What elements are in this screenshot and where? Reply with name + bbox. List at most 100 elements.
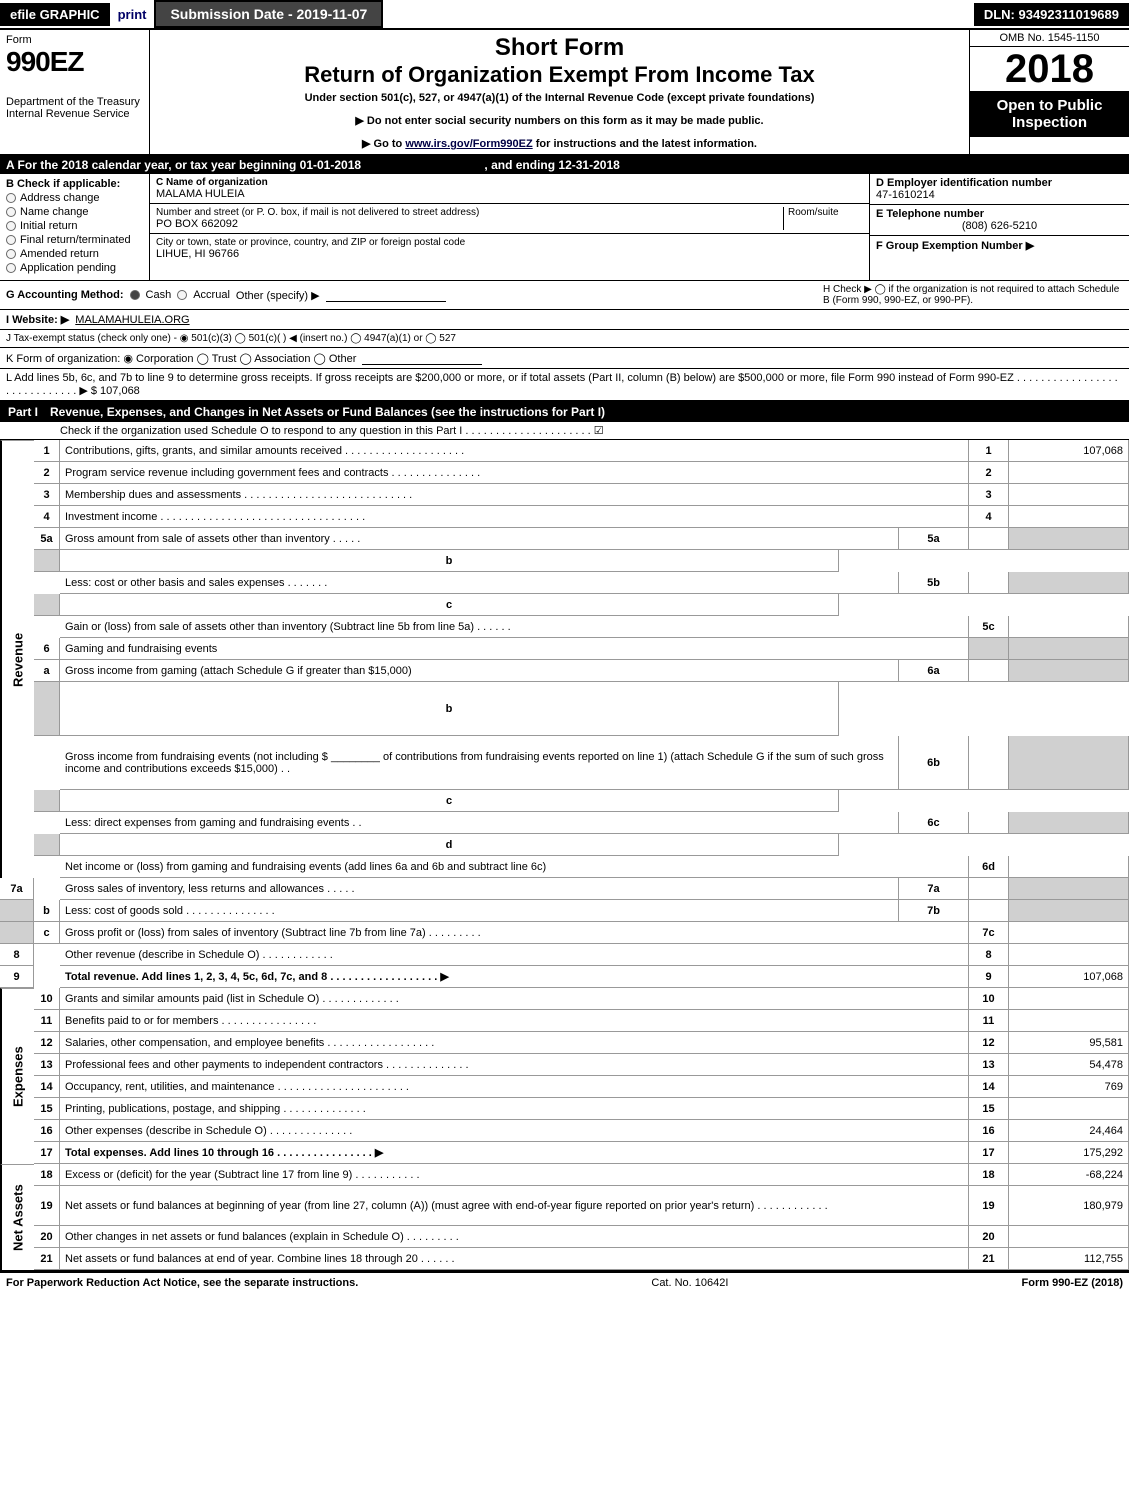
- cash-radio[interactable]: [130, 290, 140, 300]
- row-desc: Investment income . . . . . . . . . . . …: [60, 506, 969, 528]
- footer-mid: Cat. No. 10642I: [651, 1277, 728, 1289]
- website-note: ▶ Go to www.irs.gov/Form990EZ for instru…: [160, 137, 959, 150]
- row-no: 9: [0, 966, 34, 988]
- row-desc: Excess or (deficit) for the year (Subtra…: [60, 1164, 969, 1186]
- row-no: 8: [0, 944, 34, 966]
- row-desc: Less: cost or other basis and sales expe…: [60, 572, 899, 594]
- row-lineno: 18: [969, 1164, 1009, 1186]
- row-amount: [1009, 856, 1129, 878]
- section-b-label: B Check if applicable:: [6, 178, 143, 190]
- row-subval: [969, 878, 1009, 900]
- row-desc: Gross income from fundraising events (no…: [60, 736, 899, 790]
- row-amount: [1009, 616, 1129, 638]
- row-subval: [969, 660, 1009, 682]
- row-desc: Printing, publications, postage, and shi…: [60, 1098, 969, 1120]
- row-lineno: 5c: [969, 616, 1009, 638]
- chk-amended[interactable]: Amended return: [6, 248, 143, 260]
- efile-button[interactable]: efile GRAPHIC: [0, 3, 110, 26]
- subtitle: Under section 501(c), 527, or 4947(a)(1)…: [160, 92, 959, 104]
- row-no: 19: [34, 1186, 60, 1226]
- row-no: 4: [34, 506, 60, 528]
- other-org-field[interactable]: [362, 351, 482, 365]
- row-desc: Membership dues and assessments . . . . …: [60, 484, 969, 506]
- row-desc: Gross profit or (loss) from sales of inv…: [60, 922, 969, 944]
- row-no: a: [34, 660, 60, 682]
- row-desc: Salaries, other compensation, and employ…: [60, 1032, 969, 1054]
- row-desc: Benefits paid to or for members . . . . …: [60, 1010, 969, 1032]
- print-link[interactable]: print: [110, 3, 155, 26]
- footer-left: For Paperwork Reduction Act Notice, see …: [6, 1277, 358, 1289]
- expenses-side: Expenses: [0, 988, 34, 1164]
- row-amount: [1009, 1226, 1129, 1248]
- chk-address[interactable]: Address change: [6, 192, 143, 204]
- row-amount: 107,068: [1009, 966, 1129, 988]
- row-desc: Occupancy, rent, utilities, and maintena…: [60, 1076, 969, 1098]
- row-lineno: 2: [969, 462, 1009, 484]
- row-desc: Total revenue. Add lines 1, 2, 3, 4, 5c,…: [60, 966, 969, 988]
- chk-final[interactable]: Final return/terminated: [6, 234, 143, 246]
- room-label: Room/suite: [783, 207, 863, 230]
- chk-initial[interactable]: Initial return: [6, 220, 143, 232]
- row-no: b: [60, 682, 839, 736]
- row-no: 13: [34, 1054, 60, 1076]
- period-end: , and ending 12-31-2018: [484, 158, 619, 172]
- row-subno: 5b: [899, 572, 969, 594]
- row-desc: Gross income from gaming (attach Schedul…: [60, 660, 899, 682]
- accrual-radio[interactable]: [177, 290, 187, 300]
- shaded-cell: [0, 922, 34, 944]
- row-amount: 112,755: [1009, 1248, 1129, 1270]
- row-subval: [969, 812, 1009, 834]
- row-amount: 24,464: [1009, 1120, 1129, 1142]
- ein-value: 47-1610214: [876, 189, 1123, 201]
- shaded-cell: [969, 638, 1009, 660]
- chk-name[interactable]: Name change: [6, 206, 143, 218]
- row-desc: Total expenses. Add lines 10 through 16 …: [60, 1142, 969, 1164]
- website-row: I Website: ▶ MALAMAHULEIA.ORG: [0, 310, 1129, 330]
- row-no: 12: [34, 1032, 60, 1054]
- form-id-cell: Form 990EZ Department of the Treasury In…: [0, 30, 150, 154]
- city-row: City or town, state or province, country…: [150, 234, 869, 263]
- shaded-cell: [1009, 736, 1129, 790]
- tax-year: 2018: [970, 47, 1129, 91]
- row-desc: Contributions, gifts, grants, and simila…: [60, 440, 969, 462]
- tel-row: E Telephone number (808) 626-5210: [870, 205, 1129, 236]
- shaded-cell: [1009, 528, 1129, 550]
- row-amount: [1009, 1098, 1129, 1120]
- row-lineno: 15: [969, 1098, 1009, 1120]
- row-lineno: 9: [969, 966, 1009, 988]
- row-desc: Other revenue (describe in Schedule O) .…: [60, 944, 969, 966]
- revenue-side: Revenue: [0, 440, 34, 878]
- shaded-cell: [34, 790, 60, 812]
- row-amount: 54,478: [1009, 1054, 1129, 1076]
- addr-label: Number and street (or P. O. box, if mail…: [156, 207, 783, 218]
- shaded-cell: [34, 594, 60, 616]
- row-no: 15: [34, 1098, 60, 1120]
- tel-value: (808) 626-5210: [876, 220, 1123, 232]
- row-no: 18: [34, 1164, 60, 1186]
- row-amount: [1009, 484, 1129, 506]
- row-amount: 180,979: [1009, 1186, 1129, 1226]
- shaded-cell: [1009, 878, 1129, 900]
- submission-date: Submission Date - 2019-11-07: [154, 0, 383, 28]
- row-desc: Gaming and fundraising events: [60, 638, 969, 660]
- row-lineno: 13: [969, 1054, 1009, 1076]
- right-header-cell: OMB No. 1545-1150 2018 Open to Public In…: [969, 30, 1129, 154]
- row-desc: Net assets or fund balances at beginning…: [60, 1186, 969, 1226]
- row-no: 20: [34, 1226, 60, 1248]
- chk-pending[interactable]: Application pending: [6, 262, 143, 274]
- row-lineno: 4: [969, 506, 1009, 528]
- period-row: A For the 2018 calendar year, or tax yea…: [0, 156, 1129, 174]
- short-form-title: Short Form: [160, 34, 959, 62]
- row-amount: [1009, 988, 1129, 1010]
- tel-label: E Telephone number: [876, 208, 1123, 220]
- row-no: 10: [34, 988, 60, 1010]
- irs-link[interactable]: www.irs.gov/Form990EZ: [405, 138, 532, 150]
- row-desc: Grants and similar amounts paid (list in…: [60, 988, 969, 1010]
- section-l: L Add lines 5b, 6c, and 7b to line 9 to …: [6, 372, 1123, 397]
- row-subno: 7b: [899, 900, 969, 922]
- row-amount: 175,292: [1009, 1142, 1129, 1164]
- ssn-note: ▶ Do not enter social security numbers o…: [160, 114, 959, 127]
- row-no: c: [60, 594, 839, 616]
- other-field[interactable]: [326, 288, 446, 302]
- row-no: c: [60, 790, 839, 812]
